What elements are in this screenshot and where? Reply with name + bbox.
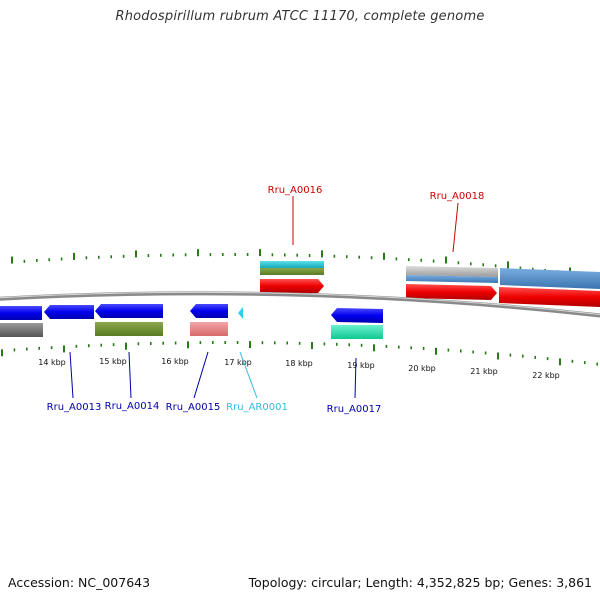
- inner-tick-track: [1, 341, 599, 366]
- scale-label: 17 kbp: [224, 358, 252, 367]
- feature-silver[interactable]: [406, 266, 498, 277]
- leader-rru-a0018: [452, 202, 459, 253]
- scale-label: 19 kbp: [347, 361, 375, 370]
- gene-labels: Rru_A0016 Rru_A0018 Rru_A0013 Rru_A0014 …: [47, 185, 485, 415]
- gene-arrow-rru-a0015[interactable]: [190, 304, 228, 318]
- feature-grey[interactable]: [0, 323, 43, 337]
- leader-rru-a0015: [193, 351, 209, 399]
- genome-summary-text: Topology: circular; Length: 4,352,825 bp…: [248, 575, 592, 590]
- scale-label: 22 kbp: [532, 371, 560, 380]
- label-leaders: [69, 196, 459, 399]
- gene-arrow-rru-a0016[interactable]: [260, 279, 324, 293]
- feature-cyan[interactable]: [260, 261, 324, 268]
- feature-steel-right[interactable]: [500, 268, 600, 289]
- gene-arrow-rru-ar0001[interactable]: [238, 307, 243, 319]
- gene-label-rru-a0014[interactable]: Rru_A0014: [105, 401, 160, 412]
- forward-gene-track: [260, 279, 600, 307]
- gene-label-rru-a0015[interactable]: Rru_A0015: [166, 402, 221, 413]
- gene-arrow-rru-a0017[interactable]: [331, 308, 383, 323]
- gene-arrow-red-right[interactable]: [499, 287, 600, 307]
- feature-steel-upper[interactable]: [406, 275, 498, 283]
- leader-rru-a0017: [354, 357, 357, 399]
- scale-label: 18 kbp: [285, 359, 313, 368]
- accession-text: Accession: NC_007643: [8, 575, 151, 590]
- scale-label: 21 kbp: [470, 367, 498, 376]
- leader-rru-ar0001: [239, 351, 258, 399]
- feature-olive[interactable]: [260, 268, 324, 275]
- reverse-gene-track: [0, 304, 383, 323]
- scale-label: 20 kbp: [408, 364, 436, 373]
- gene-label-rru-ar0001[interactable]: Rru_AR0001: [226, 402, 288, 413]
- gene-arrow-rru-a0018[interactable]: [406, 284, 497, 300]
- map-title: Rhodospirillum rubrum ATCC 11170, comple…: [115, 9, 485, 24]
- leader-rru-a0013: [69, 351, 74, 399]
- feature-olive-lower[interactable]: [95, 322, 163, 336]
- gene-arrow-rru-a0014[interactable]: [95, 304, 163, 318]
- feature-teal[interactable]: [331, 325, 383, 339]
- gene-arrow-rru-a0013-b[interactable]: [44, 305, 94, 319]
- forward-feature-track-upper: [260, 261, 600, 289]
- gene-label-rru-a0013[interactable]: Rru_A0013: [47, 402, 102, 413]
- gene-label-rru-a0017[interactable]: Rru_A0017: [327, 404, 382, 415]
- gene-label-rru-a0018[interactable]: Rru_A0018: [430, 191, 485, 202]
- scale-labels: 14 kbp 15 kbp 16 kbp 17 kbp 18 kbp 19 kb…: [38, 357, 560, 380]
- gene-label-rru-a0016[interactable]: Rru_A0016: [268, 185, 323, 196]
- feature-pink[interactable]: [190, 322, 228, 336]
- leader-rru-a0014: [128, 351, 132, 399]
- reverse-feature-track: [0, 322, 383, 339]
- scale-label: 15 kbp: [99, 357, 127, 366]
- scale-label: 14 kbp: [38, 358, 66, 367]
- genome-backbone-highlight: [0, 291, 600, 315]
- scale-label: 16 kbp: [161, 357, 189, 366]
- gene-arrow-rru-a0013-a[interactable]: [0, 306, 42, 320]
- genome-backbone: [0, 291, 600, 318]
